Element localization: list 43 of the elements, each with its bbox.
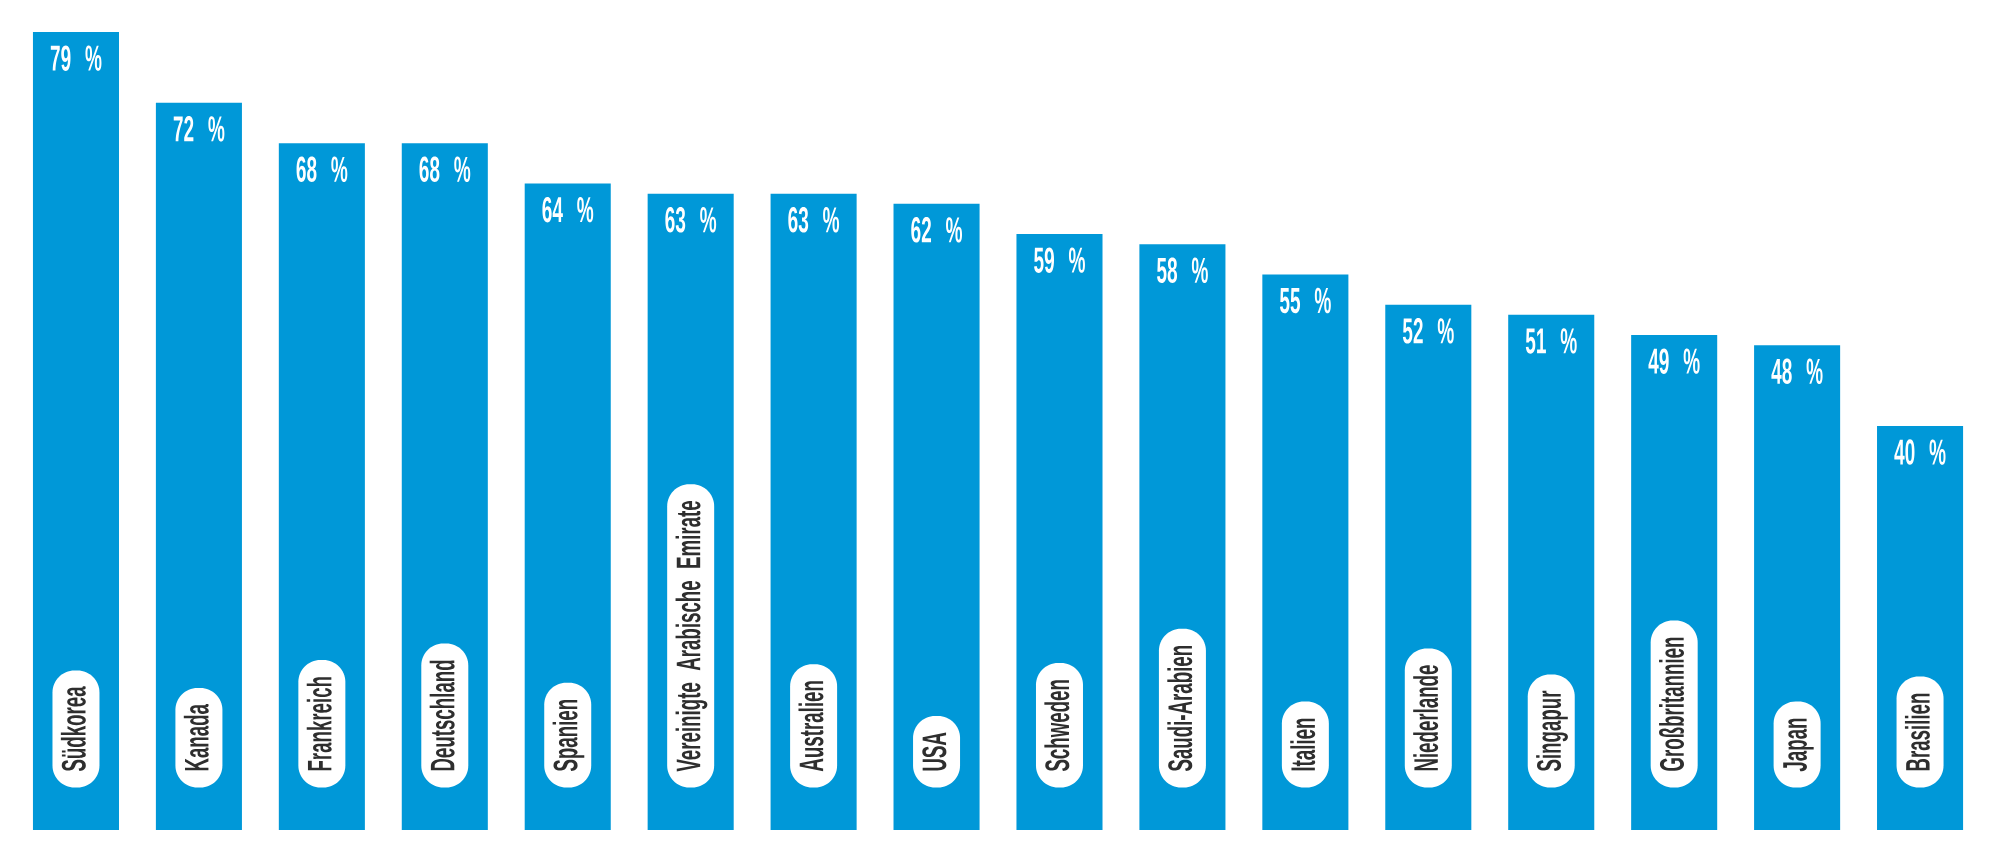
data-label: 52 %	[1402, 318, 1454, 344]
bar	[401, 143, 488, 830]
bar	[1016, 234, 1103, 830]
bar	[524, 183, 611, 830]
x-tick-label: Kanada	[183, 703, 209, 771]
data-label: 79 %	[50, 45, 102, 71]
data-label: 59 %	[1034, 247, 1085, 273]
x-tick-label: Vereinigte Arabische Emirate	[675, 501, 708, 772]
x-tick-label: Italien	[1290, 718, 1316, 771]
x-tick-label: Großbritannien	[1659, 637, 1685, 771]
x-tick-label: Frankreich	[306, 677, 332, 771]
bar	[893, 203, 980, 830]
data-label: 49 %	[1648, 348, 1700, 374]
bar	[155, 102, 242, 830]
data-label: 72 %	[173, 116, 225, 142]
data-label: 48 %	[1771, 358, 1823, 385]
data-label: 64 %	[542, 196, 594, 223]
x-tick-label: USA	[922, 732, 947, 771]
x-tick-label: Südkorea	[60, 686, 86, 772]
data-label: 63 %	[665, 207, 717, 233]
data-label: 40 %	[1894, 439, 1946, 465]
x-tick-label: Brasilien	[1904, 693, 1930, 771]
x-tick-label: Niederlande	[1413, 665, 1439, 771]
x-tick-label: Spanien	[552, 700, 585, 772]
data-label: 51 %	[1525, 328, 1577, 354]
data-label: 62 %	[911, 217, 963, 243]
x-tick-label: Australien	[798, 681, 824, 772]
x-tick-label: Schweden	[1044, 680, 1070, 772]
bar	[1262, 274, 1349, 830]
x-tick-label: Japan	[1783, 718, 1814, 772]
bar	[278, 143, 365, 830]
bar	[1754, 345, 1841, 830]
bar	[1508, 314, 1595, 830]
bar	[770, 193, 857, 830]
data-label: 68 %	[419, 156, 471, 183]
x-tick-label: Saudi-Arabien	[1167, 646, 1193, 772]
data-label: 63 %	[788, 207, 840, 233]
data-label: 55 %	[1279, 287, 1331, 314]
data-label: 68 %	[296, 156, 348, 183]
data-label: 58 %	[1157, 257, 1208, 284]
bar	[32, 32, 120, 830]
x-tick-label: Singapur	[1536, 690, 1568, 772]
x-tick-label: Deutschland	[429, 660, 455, 771]
